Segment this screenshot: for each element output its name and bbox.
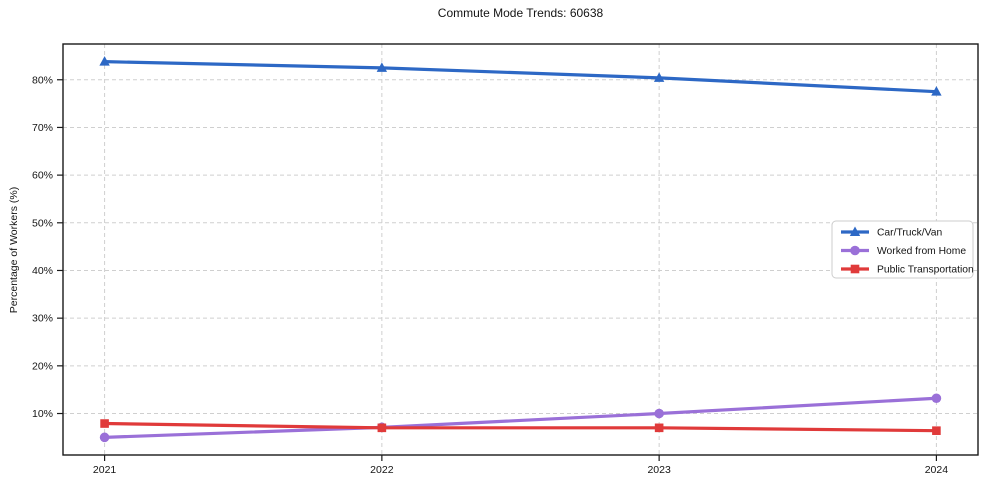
y-axis-tick-label: 30% xyxy=(32,313,53,325)
y-axis-tick-label: 10% xyxy=(32,408,53,420)
marker-worked-from-home xyxy=(654,408,664,419)
series-line-public-transportation xyxy=(102,421,939,433)
marker-car-truck-van xyxy=(376,62,388,72)
legend-label-worked-from-home: Worked from Home xyxy=(877,246,966,257)
plot-border xyxy=(62,43,979,456)
legend-marker-worked-from-home xyxy=(850,245,860,256)
series-line-worked-from-home xyxy=(102,396,939,439)
marker-car-truck-van xyxy=(653,72,665,82)
y-axis-tick-label: 50% xyxy=(32,217,53,229)
y-axis-label: Percentage of Workers (%) xyxy=(8,186,20,314)
legend-marker-public-transportation xyxy=(850,264,860,274)
marker-car-truck-van xyxy=(99,56,110,66)
x-axis-tick-label: 2021 xyxy=(93,464,117,476)
y-axis-tick-label: 20% xyxy=(32,360,53,372)
x-axis-tick-label: 2024 xyxy=(925,464,949,476)
marker-worked-from-home xyxy=(931,393,942,404)
marker-public-transportation xyxy=(100,419,109,428)
y-axis-tick-label: 80% xyxy=(32,74,53,86)
marker-public-transportation xyxy=(932,426,941,435)
y-axis-tick-label: 70% xyxy=(32,122,53,134)
marker-worked-from-home xyxy=(99,432,110,443)
marker-car-truck-van xyxy=(931,86,942,96)
legend-marker-car-truck-van xyxy=(849,226,861,236)
marker-public-transportation xyxy=(377,423,387,433)
y-axis-tick-label: 60% xyxy=(32,170,53,182)
marker-public-transportation xyxy=(654,423,664,433)
legend-label-car-truck-van: Car/Truck/Van xyxy=(877,228,943,239)
series-line-car-truck-van xyxy=(102,60,939,94)
x-axis-tick-label: 2023 xyxy=(647,464,671,476)
x-axis-tick-label: 2022 xyxy=(370,464,394,476)
legend-label-public-transportation: Public Transportation xyxy=(877,265,974,276)
chart-title: Commute Mode Trends: 60638 xyxy=(437,6,604,20)
legend-box xyxy=(831,220,974,279)
y-axis-tick-label: 40% xyxy=(32,265,53,277)
